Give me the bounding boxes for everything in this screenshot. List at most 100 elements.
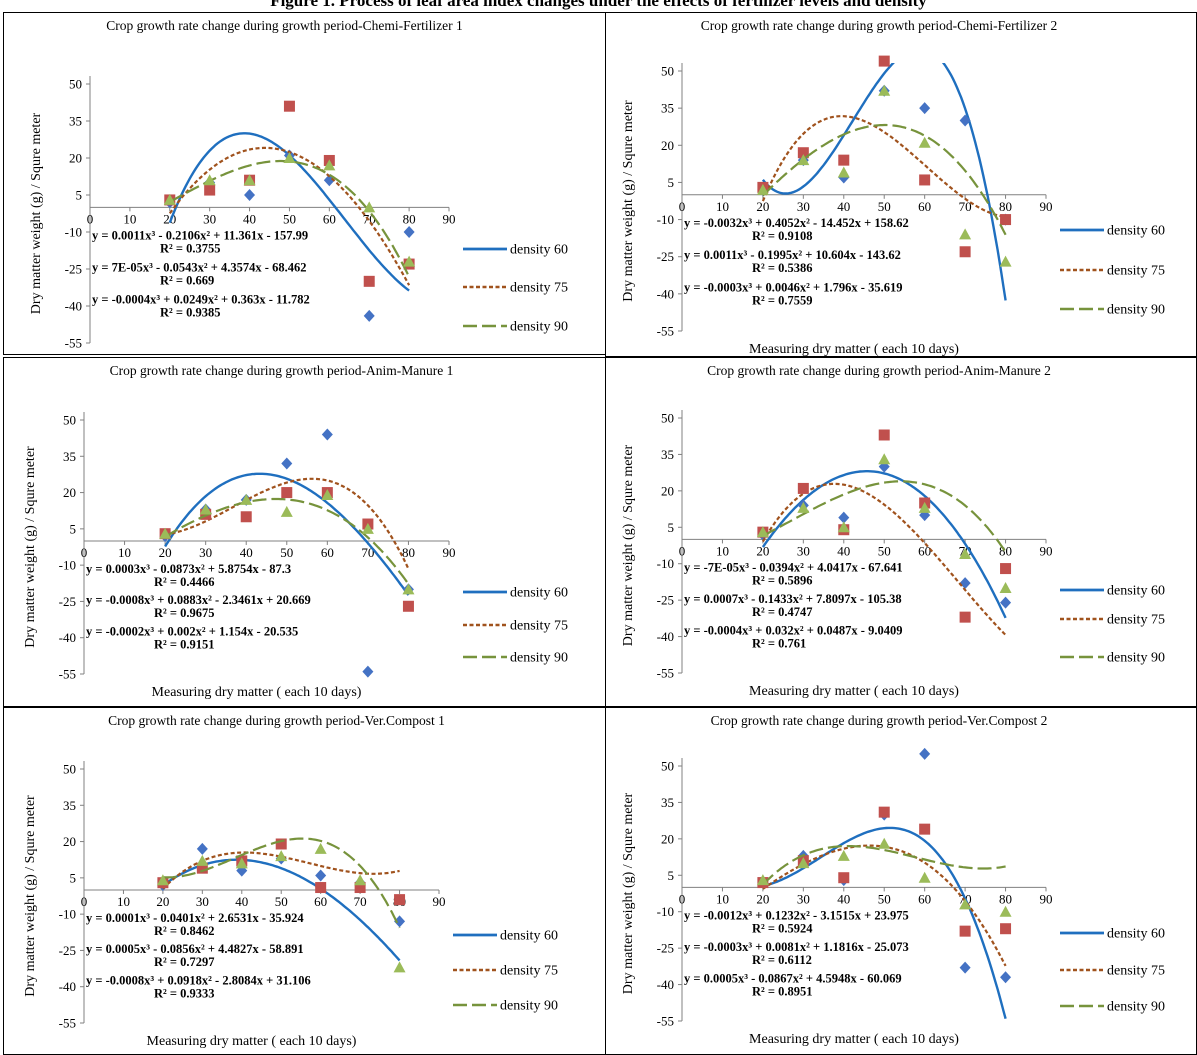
data-point-density-60 — [244, 189, 256, 201]
trendline-density-75 — [761, 115, 1006, 218]
y-axis-label: Dry matter weight (g) / Squre meter — [23, 446, 38, 648]
x-tick-label: 30 — [203, 211, 216, 226]
y-tick-label: -55 — [657, 1014, 674, 1029]
data-point-density-90 — [837, 166, 850, 178]
legend-label-density-60: density 60 — [510, 586, 568, 601]
r-squared-label: R² = 0.7559 — [752, 293, 813, 307]
y-tick-label: 20 — [661, 483, 674, 498]
y-tick-label: 35 — [69, 114, 82, 129]
data-point-density-60 — [838, 511, 850, 524]
data-point-density-75 — [275, 838, 287, 850]
y-tick-label: 35 — [63, 449, 76, 464]
data-point-density-90 — [280, 505, 293, 517]
y-tick-label: 5 — [70, 870, 77, 885]
x-tick-label: 40 — [837, 199, 850, 214]
y-tick-label: -25 — [657, 941, 674, 956]
trendline-equation: y = -0.0004x³ + 0.032x² + 0.0487x - 9.04… — [684, 623, 902, 637]
trendline-equation: y = -0.0012x³ + 0.1232x² - 3.1515x + 23.… — [684, 908, 909, 922]
chart-panel-ver-compost-1: Crop growth rate change during growth pe… — [3, 707, 607, 1055]
data-point-density-75 — [919, 174, 931, 186]
data-point-density-90 — [159, 527, 172, 539]
r-squared-label: R² = 0.3755 — [160, 241, 221, 255]
x-tick-label: 80 — [403, 211, 416, 226]
data-point-density-90 — [235, 857, 248, 869]
trendline-density-90 — [164, 497, 410, 585]
data-point-density-75 — [878, 429, 890, 441]
x-tick-label: 90 — [443, 211, 456, 226]
data-point-density-60 — [236, 864, 248, 877]
data-point-density-75 — [283, 100, 295, 112]
data-point-density-90 — [199, 503, 212, 515]
y-tick-label: 20 — [63, 834, 76, 849]
data-point-density-60 — [1000, 971, 1012, 984]
y-tick-label: 5 — [70, 521, 77, 536]
x-tick-label: 50 — [275, 894, 288, 909]
y-tick-label: -40 — [657, 286, 674, 301]
data-point-density-90 — [361, 522, 374, 534]
data-point-density-90 — [363, 201, 376, 213]
r-squared-label: R² = 0.9151 — [154, 637, 215, 651]
data-point-density-75 — [240, 511, 252, 523]
y-tick-label: 20 — [661, 831, 674, 846]
legend-label-density-75: density 75 — [1107, 264, 1165, 279]
data-point-density-60 — [196, 842, 208, 855]
x-tick-label: 40 — [240, 545, 253, 560]
chart-title: Crop growth rate change during growth pe… — [711, 713, 1048, 728]
x-tick-label: 60 — [918, 891, 931, 906]
data-point-density-90 — [756, 526, 769, 538]
y-tick-label: -10 — [657, 556, 674, 571]
x-tick-label: 10 — [716, 199, 729, 214]
data-point-density-90 — [240, 493, 253, 505]
x-tick-label: 10 — [117, 894, 130, 909]
data-point-density-60 — [362, 665, 374, 678]
data-point-density-75 — [797, 147, 809, 159]
data-point-density-75 — [315, 882, 327, 894]
x-tick-label: 30 — [797, 891, 810, 906]
figure-title: Figure 1. Process of leaf area index cha… — [270, 0, 927, 10]
r-squared-label: R² = 0.5924 — [752, 921, 813, 935]
trendline-density-60 — [761, 63, 1007, 301]
x-tick-label: 0 — [81, 545, 88, 560]
y-tick-label: -55 — [59, 1016, 76, 1031]
chart-panel-chemi-fertilizer-1: Crop growth rate change during growth pe… — [3, 12, 607, 355]
trendline-equation: y = -0.0003x³ + 0.0046x² + 1.796x - 35.6… — [684, 280, 902, 294]
y-tick-label: -10 — [657, 212, 674, 227]
y-tick-label: 50 — [661, 64, 674, 79]
legend-label-density-75: density 75 — [1107, 613, 1165, 628]
x-tick-label: 0 — [87, 211, 94, 226]
trendline-equation: y = -0.0002x³ + 0.002x² + 1.154x - 20.53… — [86, 624, 298, 638]
x-tick-label: 30 — [797, 199, 810, 214]
data-point-density-90 — [756, 874, 769, 886]
data-point-density-75 — [1000, 923, 1012, 935]
r-squared-label: R² = 0.9333 — [154, 986, 215, 1000]
data-point-density-90 — [403, 255, 416, 267]
trendline-equation: y = 0.0005x³ - 0.0856x² + 4.4827x - 58.8… — [86, 942, 304, 956]
data-point-density-90 — [323, 159, 336, 171]
x-tick-label: 80 — [402, 545, 415, 560]
data-point-density-90 — [321, 488, 334, 500]
trendline-equation: y = 0.0001x³ - 0.0401x² + 2.6531x - 35.9… — [86, 911, 304, 925]
data-point-density-90 — [354, 874, 367, 886]
x-tick-label: 70 — [354, 894, 367, 909]
x-tick-label: 10 — [118, 545, 131, 560]
data-point-density-90 — [393, 961, 406, 973]
y-tick-label: -40 — [657, 977, 674, 992]
legend-label-density-75: density 75 — [500, 964, 558, 979]
data-point-density-60 — [394, 915, 406, 928]
r-squared-label: R² = 0.4466 — [154, 575, 215, 589]
chart-chemi-fertilizer-1: Crop growth rate change during growth pe… — [29, 18, 568, 351]
legend-label-density-60: density 60 — [510, 243, 568, 258]
data-point-density-90 — [203, 174, 216, 186]
chart-panel-anim-manure-2: Crop growth rate change during growth pe… — [605, 357, 1197, 707]
legend-label-density-75: density 75 — [1107, 964, 1165, 979]
x-tick-label: 50 — [280, 545, 293, 560]
x-tick-label: 20 — [156, 894, 169, 909]
data-point-density-90 — [999, 582, 1012, 593]
y-tick-label: -55 — [65, 336, 82, 351]
data-point-density-90 — [196, 854, 209, 866]
chart-anim-manure-2: Crop growth rate change during growth pe… — [621, 363, 1165, 699]
x-tick-label: 80 — [999, 199, 1012, 214]
data-point-density-90 — [243, 174, 256, 186]
legend-label-density-60: density 60 — [1107, 584, 1165, 599]
trendline-equation: y = 0.0003x³ - 0.0873x² + 5.8754x - 87.3 — [86, 562, 291, 576]
